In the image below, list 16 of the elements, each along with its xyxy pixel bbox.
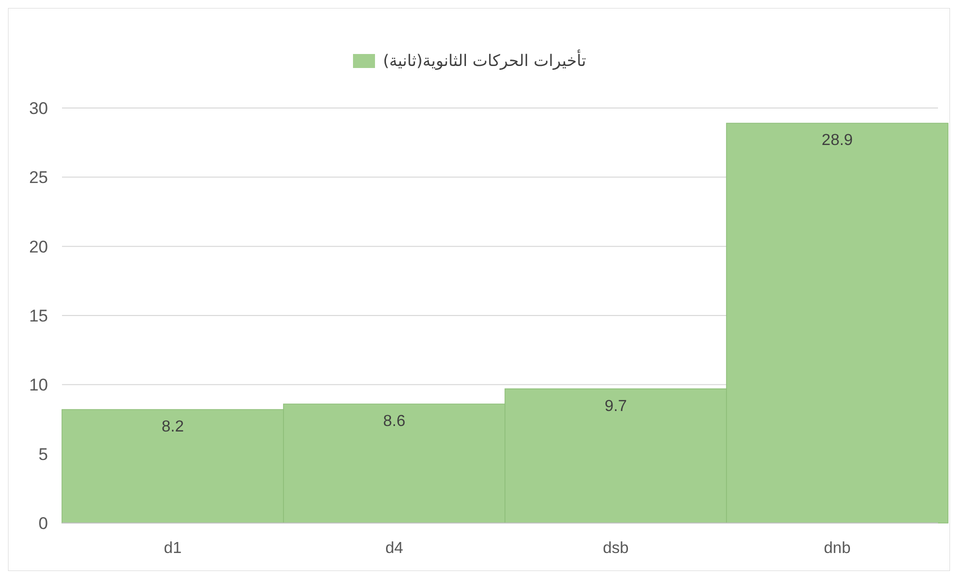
x-tick-label: d4 — [385, 540, 404, 557]
y-tick-label: 0 — [38, 514, 48, 533]
y-tick-label: 25 — [29, 168, 48, 188]
x-tick-label: dnb — [824, 540, 851, 557]
x-tick-label: dsb — [602, 540, 629, 557]
data-label: 28.9 — [822, 132, 853, 150]
y-tick-label: 20 — [29, 237, 48, 256]
x-tick-label: d1 — [164, 540, 182, 557]
data-label: 8.6 — [383, 413, 406, 430]
data-label: 9.7 — [604, 398, 627, 415]
y-tick-label: 15 — [29, 306, 48, 326]
y-tick-label: 10 — [29, 376, 48, 395]
legend-label: تأخيرات الحركات الثانوية(ثانية) — [383, 49, 586, 70]
y-tick-label: 5 — [38, 444, 48, 464]
data-label: 8.2 — [162, 418, 184, 436]
y-tick-label: 30 — [29, 99, 48, 118]
